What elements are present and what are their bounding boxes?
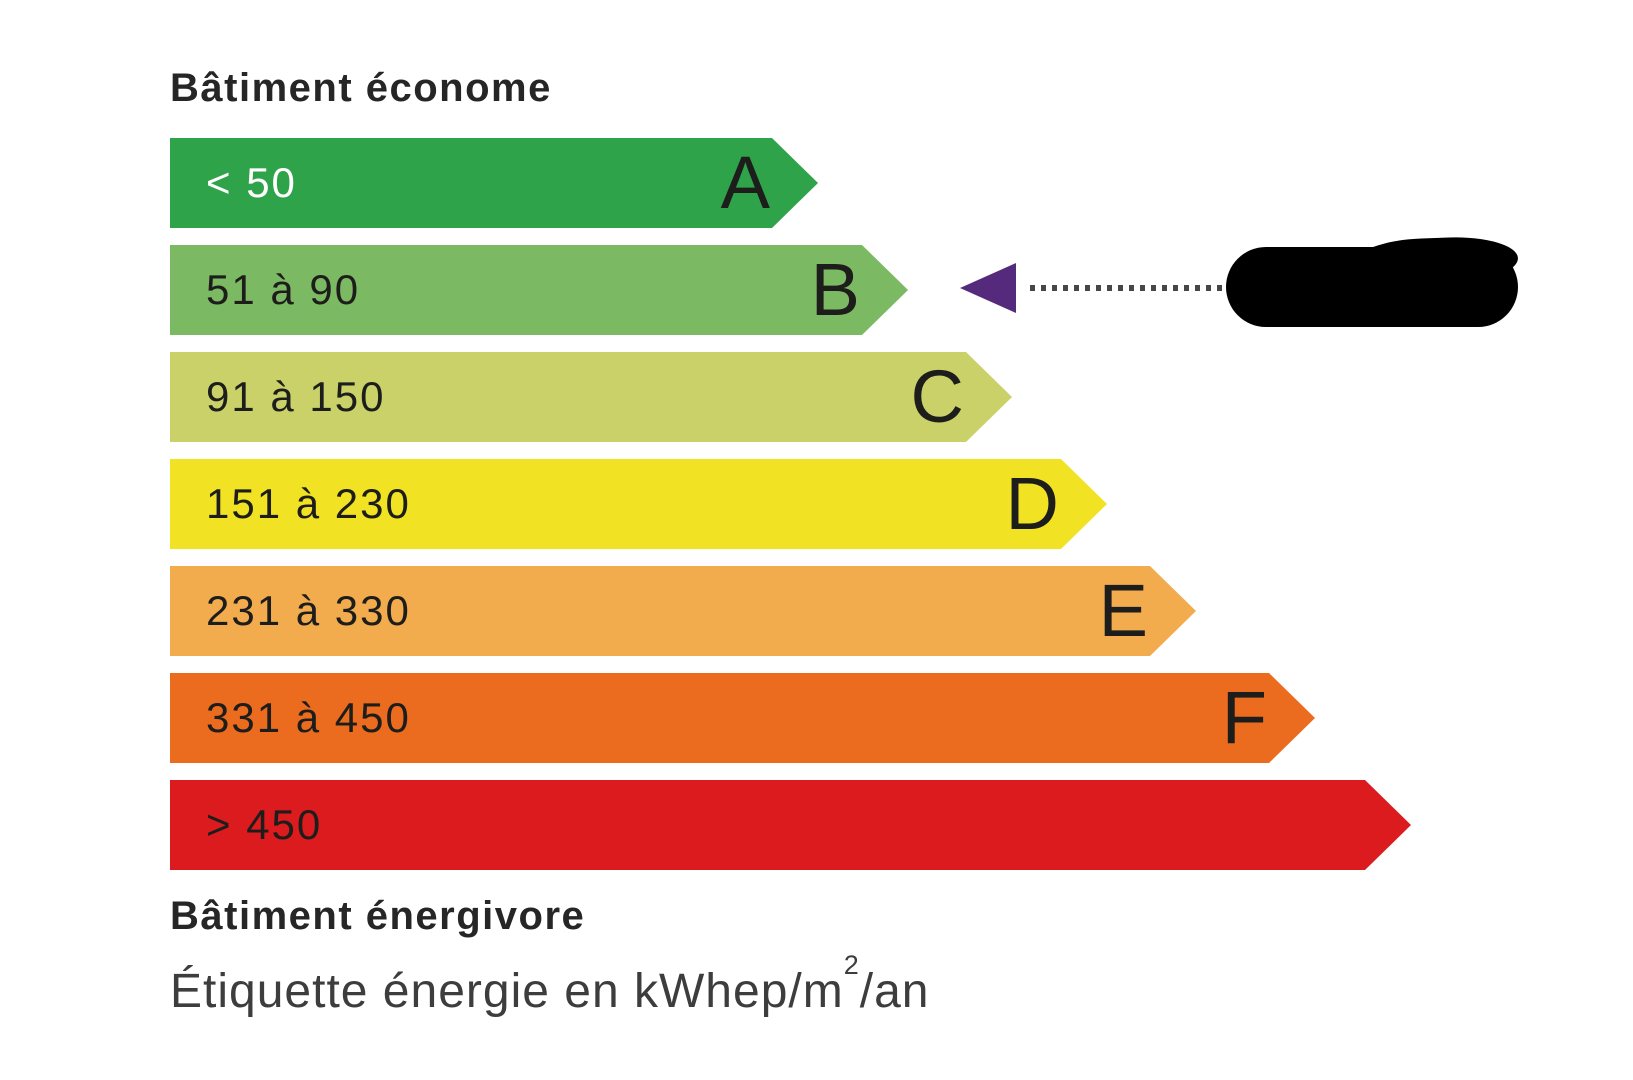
energy-class-letter: A xyxy=(720,141,770,224)
indicator-dotted-line xyxy=(1030,285,1224,291)
energy-range-label: 91 à 150 xyxy=(206,373,386,420)
economical-building-label: Bâtiment économe xyxy=(170,66,552,110)
energy-class-letter: F xyxy=(1221,676,1267,759)
energy-range-label: 231 à 330 xyxy=(206,587,411,634)
energy-class-bar: 231 à 330 E xyxy=(170,566,1196,656)
current-rating-arrow-icon xyxy=(960,263,1016,313)
redacted-energy-value xyxy=(1226,247,1518,327)
energy-class-bar: 331 à 450 F xyxy=(170,673,1315,763)
energy-range-label: 331 à 450 xyxy=(206,694,411,741)
energy-label-caption: Étiquette énergie en kWhep/m2/an xyxy=(170,950,930,1019)
energy-class-bar: < 50 A xyxy=(170,138,818,228)
energy-class-bar: 91 à 150 C xyxy=(170,352,1012,442)
energy-class-bar: 151 à 230 D xyxy=(170,459,1107,549)
energy-class-bar: > 450 xyxy=(170,780,1411,870)
energy-class-letter: E xyxy=(1098,569,1148,652)
energy-class-letter: B xyxy=(810,248,860,331)
energy-class-bar: 51 à 90 B xyxy=(170,245,908,335)
caption-suffix: /an xyxy=(859,965,930,1018)
energy-range-label: > 450 xyxy=(206,801,323,848)
energy-range-label: 51 à 90 xyxy=(206,266,361,313)
energy-range-label: 151 à 230 xyxy=(206,480,411,527)
energy-intensive-building-label: Bâtiment énergivore xyxy=(170,894,586,938)
caption-superscript: 2 xyxy=(843,950,860,980)
energy-class-letter: C xyxy=(910,355,964,438)
energy-class-letter: D xyxy=(1005,462,1059,545)
caption-text: Étiquette énergie en kWhep/m xyxy=(170,965,844,1018)
energy-range-label: < 50 xyxy=(206,159,297,206)
